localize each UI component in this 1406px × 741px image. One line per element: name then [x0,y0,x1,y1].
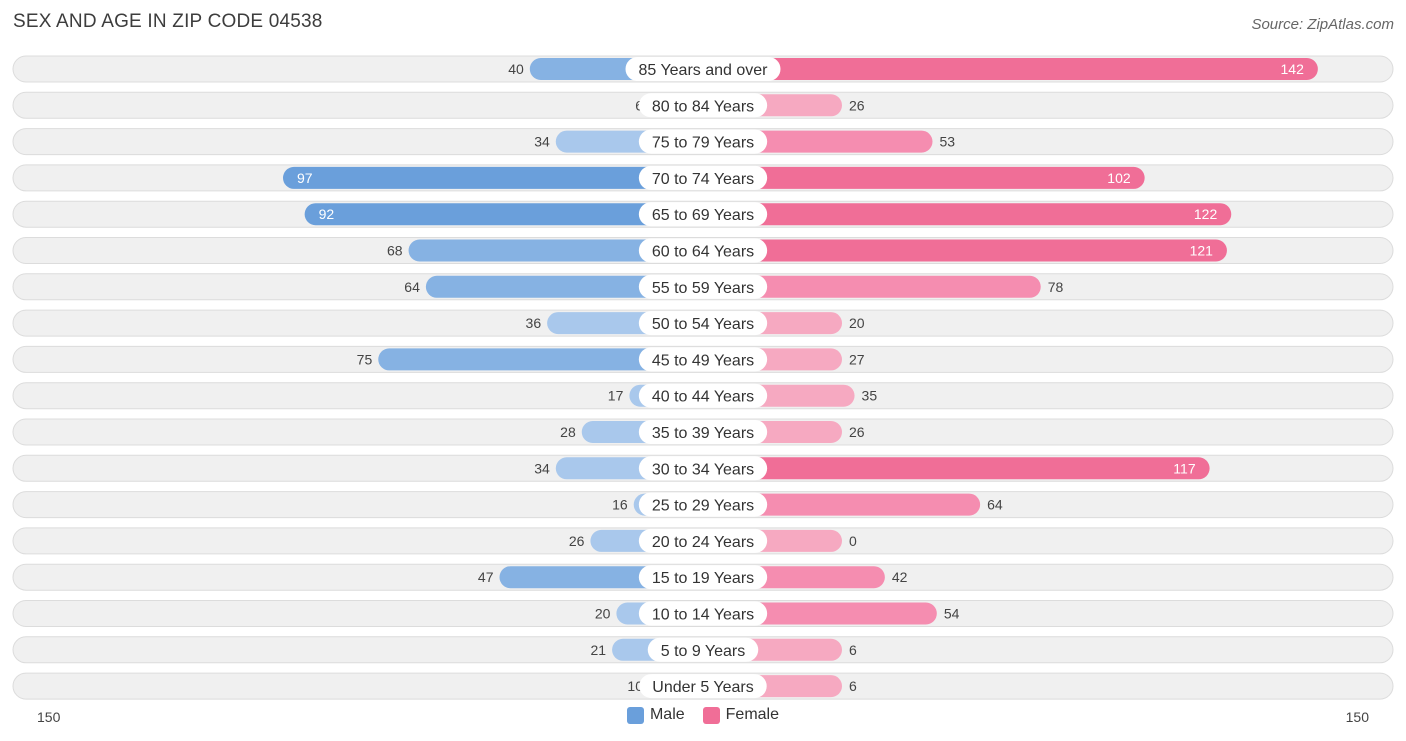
value-label-male: 21 [590,642,606,658]
category-pill [638,238,768,263]
category-label: 55 to 59 Years [652,280,754,297]
value-label-female: 26 [849,97,865,113]
bar-male [408,239,703,262]
category-label: 45 to 49 Years [652,352,754,369]
value-label-male: 47 [478,569,494,585]
value-label-male: 34 [534,134,550,150]
category-label: 80 to 84 Years [652,98,754,115]
value-label-female: 53 [939,134,955,150]
category-label: 20 to 24 Years [652,534,754,551]
source-note: Source: ZipAtlas.com [1251,16,1394,33]
category-label: 65 to 69 Years [652,207,754,224]
category-pill [638,383,768,408]
value-label-female: 142 [1281,61,1305,77]
category-pill [625,57,781,81]
value-label-female: 64 [987,497,1003,513]
value-label-female: 42 [892,569,908,585]
value-label-female: 78 [1048,279,1064,295]
value-label-male: 75 [357,351,373,367]
category-pill [638,420,768,444]
legend: Male Female [0,706,1406,724]
legend-swatch-female [702,706,720,724]
category-pill [639,674,767,699]
value-label-female: 35 [862,388,878,404]
bar-male [425,275,703,298]
category-pill [638,456,768,481]
value-label-male: 92 [319,206,335,222]
value-label-female: 0 [849,533,857,549]
category-label: 60 to 64 Years [652,244,754,261]
category-pill [638,129,768,154]
legend-item-female[interactable]: Female [702,706,780,724]
value-label-male: 28 [560,424,576,440]
category-label: 75 to 79 Years [652,135,754,152]
value-label-male: 26 [569,533,585,549]
category-label: 70 to 74 Years [652,171,754,188]
category-pill [638,528,768,553]
value-label-male: 34 [534,460,550,476]
category-label: 35 to 39 Years [652,425,754,442]
category-label: 10 to 14 Years [652,607,754,624]
category-pill [638,165,768,190]
value-label-male: 64 [404,279,420,295]
category-label: 5 to 9 Years [661,643,746,660]
bar-female [703,493,981,516]
bar-female [703,166,1145,189]
axis-label-right: 150 [1346,709,1370,725]
legend-label-male: Male [649,706,685,723]
value-label-female: 20 [849,315,865,331]
category-pill [638,202,768,227]
value-label-male: 20 [595,606,611,622]
category-pill [638,492,768,517]
legend-swatch-male [626,706,644,724]
bar-female [703,239,1227,262]
value-label-female: 6 [849,642,857,658]
category-pill [638,347,768,372]
category-label: 30 to 34 Years [652,461,754,478]
value-label-male: 68 [387,243,403,259]
category-pill [647,637,759,662]
bar-male [282,166,703,189]
category-pill [638,601,768,626]
category-label: 40 to 44 Years [652,389,754,406]
value-label-male: 97 [297,170,313,186]
category-label: 25 to 29 Years [652,498,754,515]
bar-female [703,58,1318,80]
bar-female [703,275,1041,298]
category-pill [638,93,768,118]
value-label-female: 27 [849,351,865,367]
category-pill [638,311,768,336]
legend-label-female: Female [725,706,780,723]
value-label-female: 121 [1190,243,1214,259]
value-label-male: 40 [508,61,524,77]
value-label-female: 6 [849,678,857,694]
bar-male [304,203,703,226]
category-label: 15 to 19 Years [652,570,754,587]
bar-male [378,348,703,371]
bar-female [703,457,1210,480]
axis-label-left: 150 [37,709,61,725]
value-label-male: 10 [627,678,643,694]
category-label: 50 to 54 Years [652,316,754,333]
category-pill [638,565,768,590]
value-label-male: 17 [608,388,624,404]
value-label-female: 26 [849,424,865,440]
value-label-female: 117 [1173,460,1196,476]
category-pill [638,274,768,299]
value-label-female: 102 [1107,170,1131,186]
value-label-female: 54 [944,606,960,622]
bar-female [703,203,1232,226]
category-label: 85 Years and over [639,62,769,79]
category-label: Under 5 Years [652,679,753,696]
value-label-male: 36 [526,315,542,331]
legend-item-male[interactable]: Male [626,706,685,724]
value-label-male: 16 [612,497,628,513]
chart-title: SEX AND AGE IN ZIP CODE 04538 [13,11,323,32]
value-label-female: 122 [1194,206,1218,222]
